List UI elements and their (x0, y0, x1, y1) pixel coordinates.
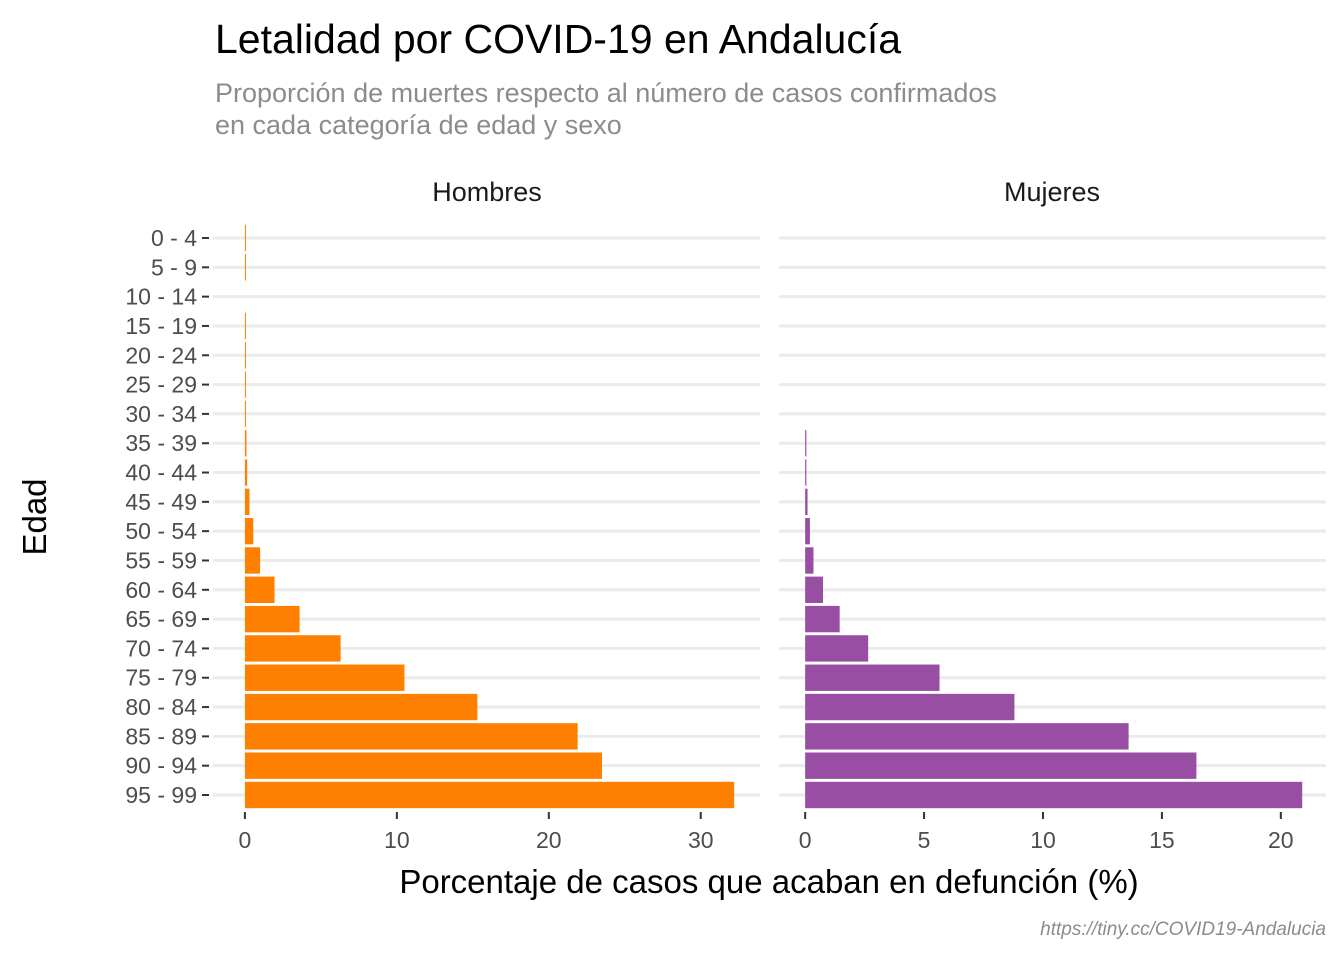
bar-mujeres-35-39 (805, 430, 807, 457)
y-tick-label-15-19: 15 - 19 (125, 313, 197, 339)
x-axis-ticks-mujeres: 0 5 10 15 20 (799, 812, 1294, 853)
y-tick-label-25-29: 25 - 29 (125, 372, 197, 398)
bar-mujeres-85-89 (805, 723, 1129, 750)
chart-title: Letalidad por COVID-19 en Andalucía (215, 16, 901, 62)
panel-mujeres: Mujeres 0 5 10 15 20 (779, 177, 1326, 853)
y-tick-label-70-74: 70 - 74 (125, 635, 197, 661)
y-tick-label-45-49: 45 - 49 (125, 489, 197, 515)
bar-hombres-75-79 (244, 664, 405, 691)
bar-mujeres-40-44 (805, 459, 807, 486)
y-tick-label-85-89: 85 - 89 (125, 723, 197, 749)
bar-hombres-90-94 (244, 752, 602, 779)
bar-hombres-5-9 (244, 254, 246, 281)
bar-hombres-40-44 (244, 459, 248, 486)
y-tick-label-5-9: 5 - 9 (151, 254, 197, 280)
chart-subtitle-line-2: en cada categoría de edad y sexo (215, 110, 622, 140)
bar-hombres-20-24 (244, 342, 246, 369)
y-axis-tick-labels: 0 - 4 5 - 9 10 - 14 15 - 19 20 - 24 25 - 29 30… (125, 225, 209, 808)
bar-hombres-35-39 (244, 430, 247, 457)
bars-hombres (244, 224, 735, 809)
y-tick-label-90-94: 90 - 94 (125, 753, 197, 779)
y-tick-label-55-59: 55 - 59 (125, 547, 197, 573)
bar-mujeres-50-54 (805, 517, 810, 545)
bars-mujeres (805, 430, 1303, 809)
y-tick-label-50-54: 50 - 54 (125, 518, 197, 544)
bar-hombres-95-99 (244, 781, 735, 809)
y-tick-label-65-69: 65 - 69 (125, 606, 197, 632)
bar-hombres-65-69 (244, 605, 300, 633)
bar-hombres-80-84 (244, 693, 478, 721)
y-tick-label-0-4: 0 - 4 (151, 225, 197, 251)
bar-hombres-45-49 (244, 488, 250, 516)
x-tick-label-mujeres-0: 0 (799, 827, 812, 853)
y-tick-label-35-39: 35 - 39 (125, 430, 197, 456)
bar-hombres-60-64 (244, 576, 275, 603)
x-tick-label-mujeres-20: 20 (1268, 827, 1294, 853)
bar-hombres-30-34 (244, 400, 246, 428)
bar-hombres-50-54 (244, 517, 254, 545)
bar-hombres-0-4 (244, 224, 246, 252)
x-axis-title: Porcentaje de casos que acaban en defunc… (399, 863, 1138, 900)
y-tick-label-95-99: 95 - 99 (125, 782, 197, 808)
bar-mujeres-45-49 (805, 488, 808, 516)
bar-mujeres-80-84 (805, 693, 1015, 721)
y-tick-label-75-79: 75 - 79 (125, 665, 197, 691)
x-tick-label-hombres-0: 0 (239, 827, 252, 853)
bar-hombres-55-59 (244, 547, 261, 574)
bar-mujeres-60-64 (805, 576, 823, 603)
y-tick-label-10-14: 10 - 14 (125, 284, 197, 310)
bar-hombres-85-89 (244, 723, 578, 750)
x-tick-label-hombres-20: 20 (536, 827, 562, 853)
bar-mujeres-95-99 (805, 781, 1303, 809)
y-tick-label-40-44: 40 - 44 (125, 460, 197, 486)
x-tick-label-hombres-30: 30 (688, 827, 714, 853)
y-tick-label-80-84: 80 - 84 (125, 694, 197, 720)
x-axis-ticks-hombres: 0 10 20 30 (239, 812, 714, 853)
chart-subtitle-line-1: Proporción de muertes respecto al número… (215, 78, 997, 108)
bar-mujeres-70-74 (805, 635, 869, 662)
bar-mujeres-55-59 (805, 547, 814, 574)
bar-mujeres-90-94 (805, 752, 1197, 779)
bar-mujeres-75-79 (805, 664, 940, 691)
y-tick-label-60-64: 60 - 64 (125, 577, 197, 603)
panel-strip-label-mujeres: Mujeres (1004, 177, 1100, 207)
y-tick-label-20-24: 20 - 24 (125, 342, 197, 368)
bar-hombres-70-74 (244, 635, 341, 662)
x-tick-label-mujeres-5: 5 (918, 827, 931, 853)
x-tick-label-mujeres-10: 10 (1030, 827, 1056, 853)
source-caption: https://tiny.cc/COVID19-Andalucia (1040, 919, 1326, 940)
panel-hombres: Hombres 0 10 20 30 (213, 177, 760, 853)
x-tick-label-mujeres-15: 15 (1149, 827, 1175, 853)
bar-hombres-15-19 (244, 312, 246, 340)
y-tick-label-30-34: 30 - 34 (125, 401, 197, 427)
y-axis-title: Edad (16, 478, 53, 555)
panel-strip-label-hombres: Hombres (432, 177, 542, 207)
gridlines-hombres (213, 236, 760, 797)
bar-mujeres-65-69 (805, 605, 840, 633)
x-tick-label-hombres-10: 10 (384, 827, 410, 853)
bar-hombres-25-29 (244, 371, 246, 398)
